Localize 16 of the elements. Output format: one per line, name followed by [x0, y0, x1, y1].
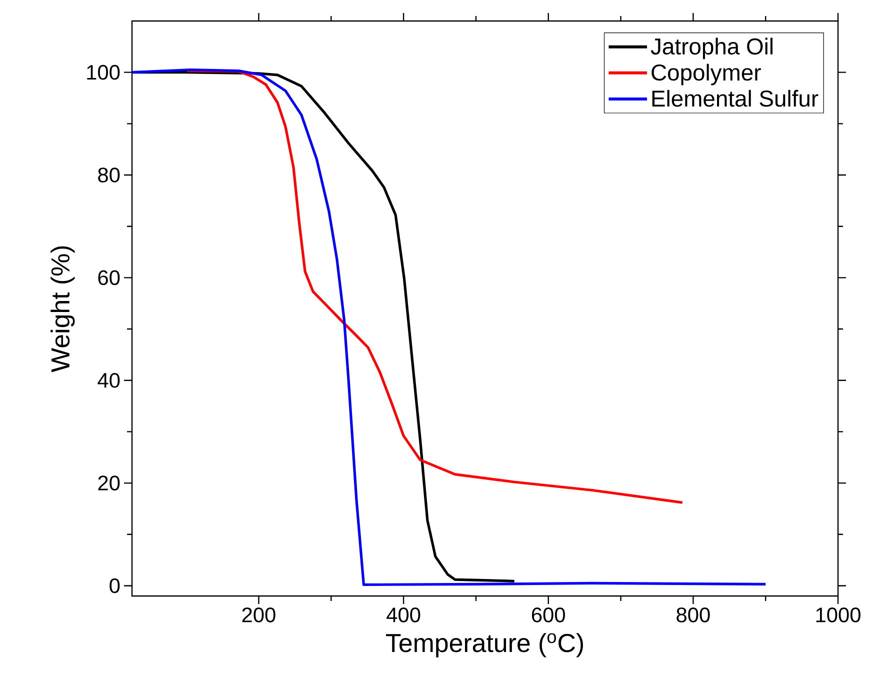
y-tick-label: 100 — [87, 64, 120, 80]
legend-label: Copolymer — [652, 64, 761, 86]
x-tick-label: 1000 — [816, 608, 860, 622]
y-tick-label: 60 — [98, 270, 120, 286]
x-axis-title: Temperature ($^{o}$C) — [386, 633, 583, 658]
y-axis-title: Weight (%) — [50, 246, 75, 372]
x-tick-label: 400 — [386, 608, 420, 622]
y-tick-label: 20 — [98, 476, 120, 490]
x-tick-label: 800 — [676, 608, 710, 622]
legend-label: Elemental Sulfur — [652, 90, 818, 107]
x-tick-label: 600 — [532, 608, 565, 622]
x-tick-label: 200 — [242, 608, 276, 622]
legend-label: Jatropha Oil — [650, 38, 772, 60]
y-tick-label: 80 — [98, 168, 120, 182]
y-tick-label: 40 — [98, 372, 120, 388]
y-tick-label: 0 — [110, 578, 120, 594]
